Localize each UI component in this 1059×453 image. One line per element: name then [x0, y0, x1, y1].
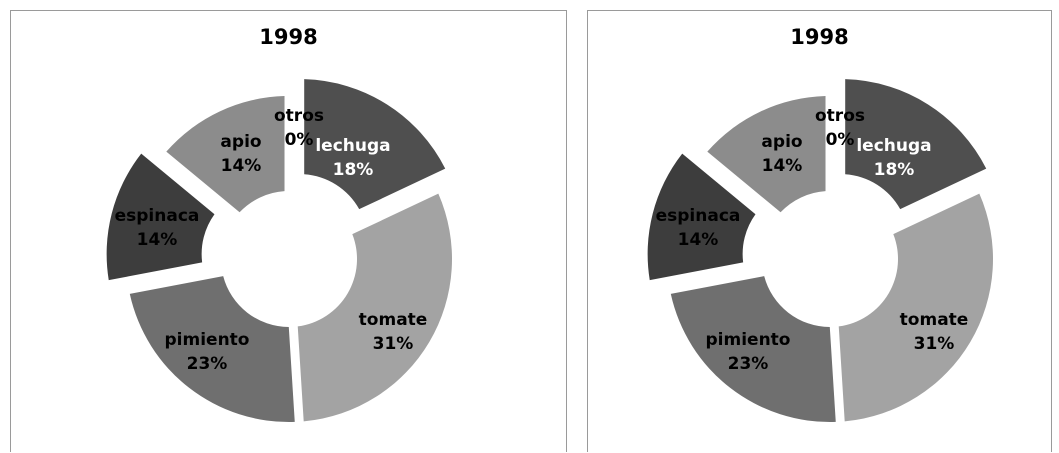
- slice-label-espinaca: espinaca: [115, 206, 200, 226]
- slice-value-tomate: 31%: [914, 334, 955, 354]
- slice-espinaca: [106, 153, 215, 281]
- slice-value-apio: 14%: [762, 156, 803, 176]
- slice-value-espinaca: 14%: [137, 230, 178, 250]
- slice-apio: [707, 96, 826, 213]
- slice-label-lechuga: lechuga: [315, 136, 390, 156]
- chart-panel: 1998 lechuga 18% tomate 31% pimiento 23% espin…: [10, 10, 567, 452]
- slice-label-espinaca: espinaca: [656, 206, 741, 226]
- slice-pimiento: [129, 276, 295, 423]
- slice-label-pimiento: pimiento: [165, 330, 250, 350]
- slice-value-lechuga: 18%: [333, 160, 374, 180]
- slice-lechuga: [304, 79, 446, 210]
- slice-lechuga: [845, 79, 987, 210]
- slice-value-lechuga: 18%: [874, 160, 915, 180]
- slice-label-apio: apio: [761, 132, 802, 152]
- chart-panel: 1998 lechuga 18% tomate 31% pimiento 23% espin…: [587, 10, 1052, 452]
- slice-label-tomate: tomate: [900, 310, 969, 330]
- slice-label-lechuga: lechuga: [856, 136, 931, 156]
- slice-value-otros: 0%: [285, 130, 314, 150]
- slice-value-espinaca: 14%: [678, 230, 719, 250]
- chart-title: 1998: [259, 25, 318, 49]
- donut-chart: lechuga 18% tomate 31% pimiento 23% espinaca 14…: [647, 79, 993, 423]
- chart-title: 1998: [790, 25, 849, 49]
- slice-label-pimiento: pimiento: [706, 330, 791, 350]
- slice-value-apio: 14%: [221, 156, 262, 176]
- donut-chart: lechuga 18% tomate 31% pimiento 23% espinaca 14…: [106, 79, 452, 423]
- slice-espinaca: [647, 153, 756, 281]
- slice-tomate: [297, 193, 452, 422]
- slice-label-otros: otros: [274, 106, 324, 126]
- slice-label-otros: otros: [815, 106, 865, 126]
- slice-apio: [166, 96, 285, 213]
- slice-pimiento: [670, 276, 836, 423]
- slice-label-tomate: tomate: [359, 310, 428, 330]
- slice-value-pimiento: 23%: [187, 354, 228, 374]
- slice-value-tomate: 31%: [373, 334, 414, 354]
- slice-value-pimiento: 23%: [728, 354, 769, 374]
- slice-tomate: [838, 193, 993, 422]
- slice-label-apio: apio: [220, 132, 261, 152]
- slice-value-otros: 0%: [826, 130, 855, 150]
